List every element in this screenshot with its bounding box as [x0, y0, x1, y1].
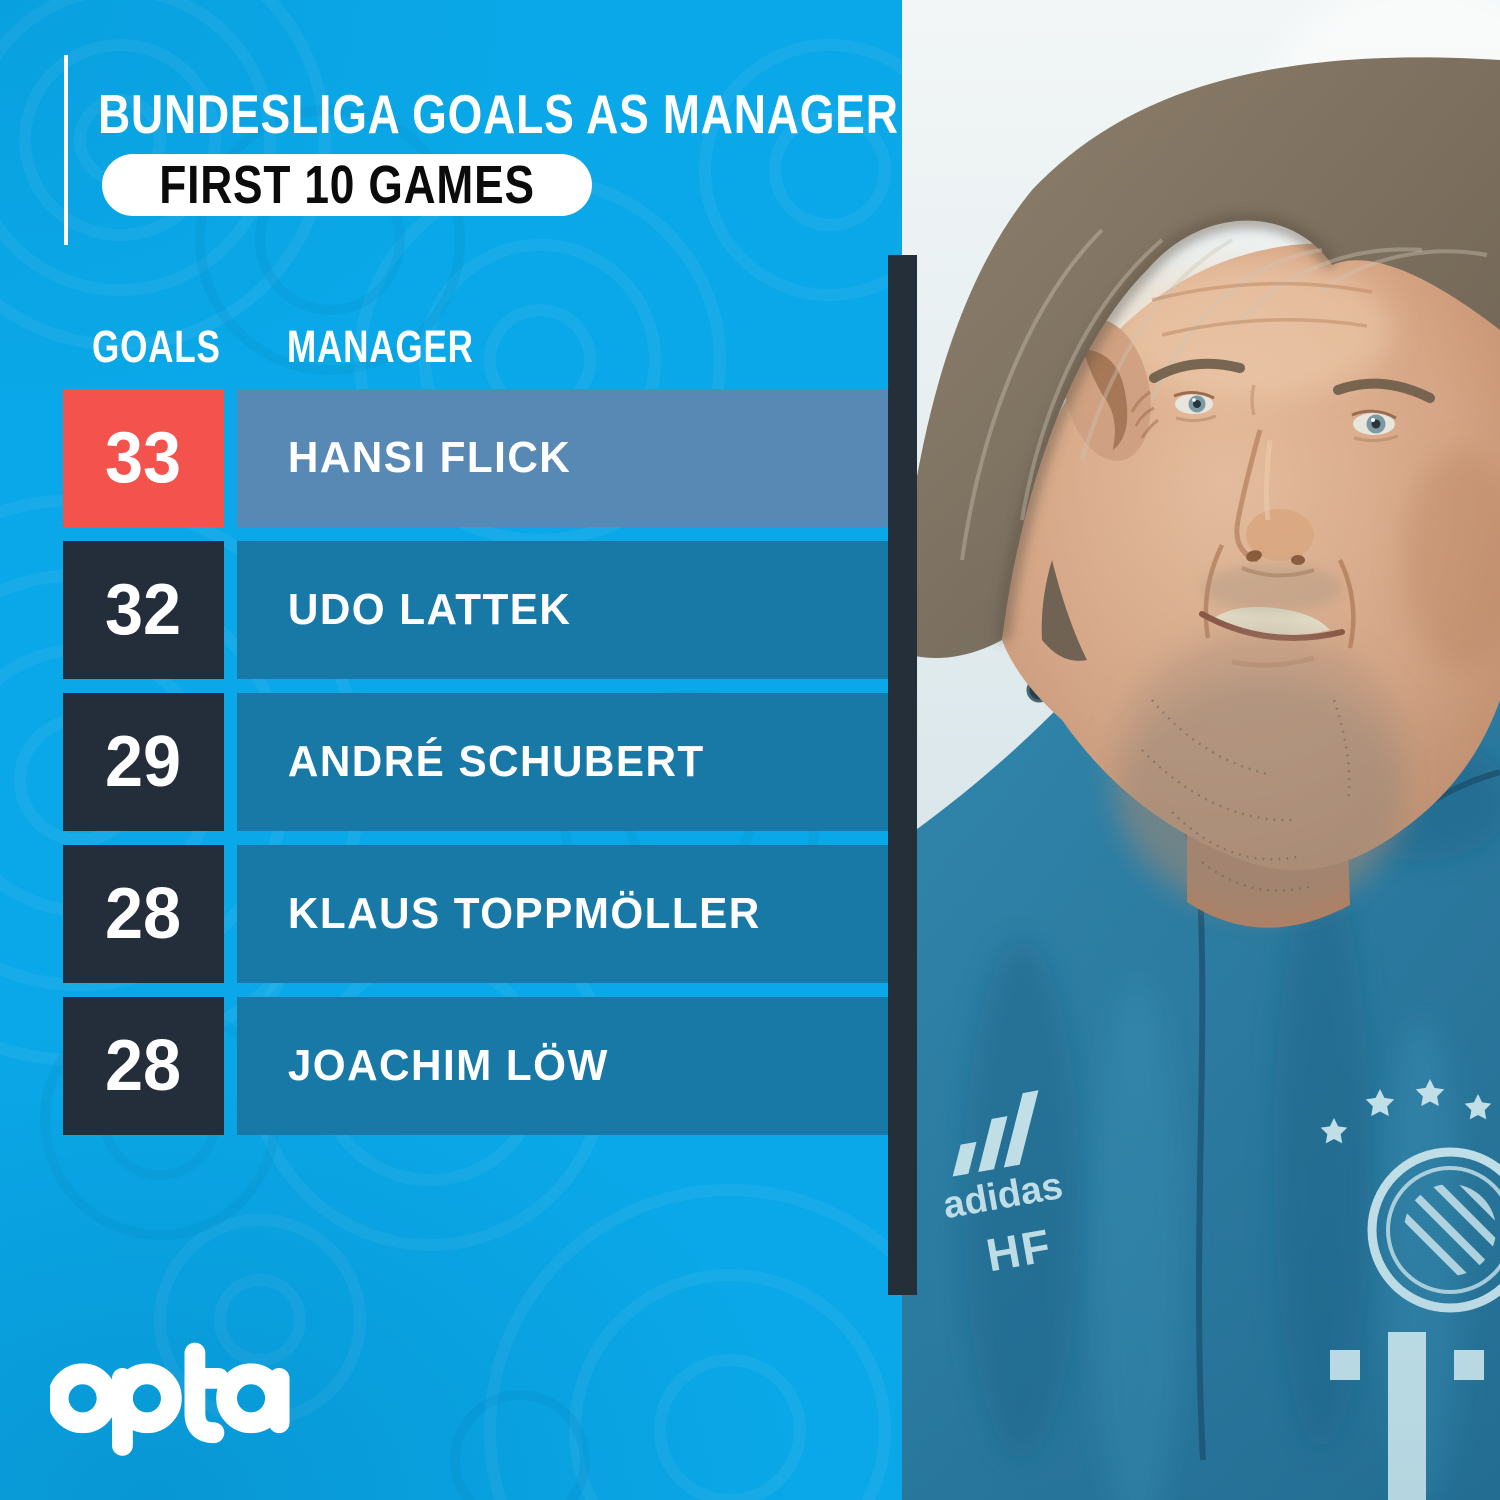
- manager-bar: ANDRÉ SCHUBERT: [237, 693, 888, 831]
- goals-value: 29: [105, 722, 182, 802]
- manager-column-header: MANAGER: [287, 321, 474, 372]
- goals-value-box: 28: [63, 997, 224, 1135]
- goals-value-box: 32: [63, 541, 224, 679]
- manager-photo-illustration: adidas HF: [902, 0, 1500, 1500]
- manager-bar: HANSI FLICK: [237, 389, 888, 527]
- goals-value-box: 29: [63, 693, 224, 831]
- subtitle-pill: FIRST 10 GAMES: [102, 154, 592, 216]
- manager-name: ANDRÉ SCHUBERT: [287, 737, 705, 786]
- subtitle-text: FIRST 10 GAMES: [159, 155, 535, 215]
- goals-value: 32: [105, 570, 182, 650]
- title-accent-line: [64, 55, 68, 245]
- goals-value-box: 28: [63, 845, 224, 983]
- goals-column-header: GOALS: [92, 321, 221, 372]
- manager-photo: adidas HF: [902, 0, 1500, 1500]
- manager-name: HANSI FLICK: [287, 433, 572, 482]
- manager-bar: KLAUS TOPPMÖLLER: [237, 845, 888, 983]
- goals-value: 28: [105, 1026, 182, 1106]
- opta-logo-glyphs: [47, 1342, 290, 1456]
- page-title: BUNDESLIGA GOALS AS MANAGER: [98, 83, 899, 145]
- manager-name: UDO LATTEK: [287, 585, 572, 634]
- manager-name: KLAUS TOPPMÖLLER: [287, 889, 761, 938]
- manager-name: JOACHIM LÖW: [287, 1041, 609, 1090]
- opta-logo: [47, 1342, 290, 1465]
- goals-value: 33: [105, 418, 182, 498]
- goals-value-box: 33: [63, 389, 224, 527]
- manager-bar: UDO LATTEK: [237, 541, 888, 679]
- photo-divider-bar: [888, 255, 917, 1295]
- goals-value: 28: [105, 874, 182, 954]
- manager-bar: JOACHIM LÖW: [237, 997, 888, 1135]
